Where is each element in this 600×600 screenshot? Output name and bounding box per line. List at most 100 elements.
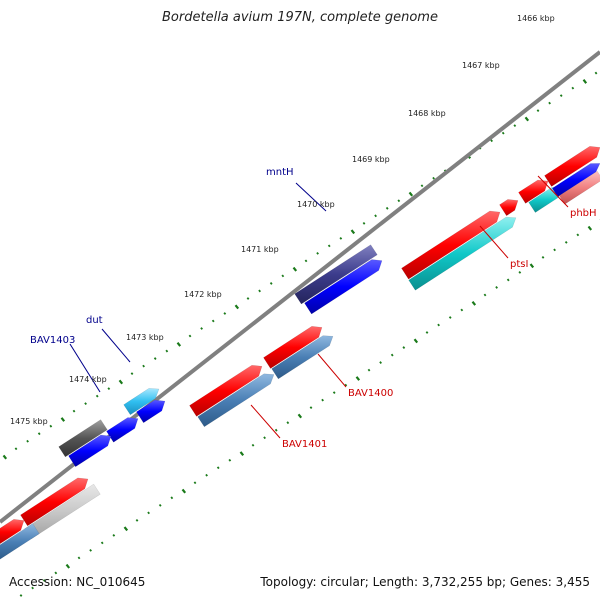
scale-label: 1471 kbp [241,245,279,254]
scale-tick [170,496,174,500]
scale-tick [564,240,568,244]
leader-line-phbH [537,175,569,208]
scale-label: 1474 kbp [69,375,107,384]
scale-tick [413,338,419,344]
scale-tick [258,289,261,293]
scale-label: 1472 kbp [184,290,222,299]
scale-tick [251,443,255,447]
gene-label-dut[interactable]: dut [86,315,103,326]
scale-tick [60,417,66,422]
scale-tick [367,368,371,372]
feature-BAV1403-gene[interactable] [58,419,108,458]
scale-tick [437,323,440,327]
scale-tick [176,342,182,347]
scale-tick [19,594,23,597]
scale-tick [181,488,187,494]
gene-label-BAV1401[interactable]: BAV1401 [282,439,327,450]
scale-tick [246,297,250,300]
feature-cds[interactable] [0,519,25,545]
leader-line-BAV1403 [69,343,101,393]
scale-label: 1467 kbp [462,61,500,70]
scale-label: 1468 kbp [408,109,446,118]
leader-line-BAV1401 [250,404,281,439]
scale-tick [2,454,8,460]
feature-dut-cds[interactable] [136,399,166,424]
scale-label: 1470 kbp [297,200,335,209]
feature-BAV1400-gene[interactable] [271,335,334,380]
scale-tick [165,349,169,353]
feature-BAV1400-cds[interactable] [263,326,323,369]
scale-tick [339,236,343,240]
scale-tick [594,71,598,75]
scale-tick [397,199,401,203]
scale-tick [153,357,157,360]
feature-ptsI-gene[interactable] [408,216,517,291]
feature-cds[interactable] [544,146,600,187]
scale-tick [529,263,535,269]
scale-tick [193,481,197,485]
scale-tick [135,518,139,522]
scale-tick [362,221,366,225]
scale-tick [379,361,382,364]
scale-tick [460,308,464,312]
scale-tick [72,409,76,413]
scale-ticks-outer [2,71,598,460]
scale-tick [147,511,150,515]
scale-label: 1475 kbp [10,417,48,426]
scale-tick [89,549,92,552]
scale-tick [234,304,240,310]
feature-cds[interactable] [20,477,89,527]
scale-tick [37,432,41,436]
gene-label-ptsI[interactable]: ptsI [510,259,528,270]
scale-label: 1466 kbp [517,14,555,23]
leader-line-ptsI [479,225,509,259]
feature-dut-gene[interactable] [123,388,160,416]
scale-tick [49,424,53,428]
scale-tick [304,259,308,263]
scale-tick [344,383,348,387]
scale-tick [483,293,487,297]
scale-tick [385,206,389,210]
feature-ptsI-cds[interactable] [401,210,501,280]
scale-tick [506,278,510,282]
feature-mntH-gene[interactable] [294,244,378,305]
scale-tick [321,398,324,402]
gene-label-phbH[interactable]: phbH [570,208,597,219]
feature-gene[interactable] [0,523,40,561]
feature-cds[interactable] [518,179,549,204]
scale-tick [553,248,556,252]
scale-tick [524,116,530,122]
scale-tick [107,387,111,391]
scale-tick [332,391,336,395]
leader-line-dut [101,328,131,363]
scale-tick [292,266,298,272]
scale-tick [263,436,266,440]
scale-tick [448,316,452,319]
feature-BAV1401-cds[interactable] [189,364,263,417]
scale-tick [216,466,220,470]
scale-tick [548,101,551,105]
scale-tick [536,109,540,113]
scale-tick [239,451,245,456]
scale-tick [31,586,34,590]
feature-BAV1403-cds[interactable] [68,434,112,468]
topology-label: Topology: circular; Length: 3,732,255 bp… [260,575,590,589]
scale-tick [205,473,208,477]
scale-tick [26,439,29,443]
scale-tick [471,300,477,306]
feature-phbH-cds[interactable] [499,199,519,217]
scale-tick [142,364,145,368]
feature-BAV1401-gene[interactable] [197,373,275,428]
scale-tick [374,214,377,218]
feature-cds[interactable] [106,417,139,443]
scale-tick [77,556,81,560]
scale-tick [123,526,129,532]
feature-mntH-cds[interactable] [304,259,383,315]
gene-label-BAV1400[interactable]: BAV1400 [348,388,393,399]
scale-tick [501,131,505,135]
gene-label-mntH[interactable]: mntH [266,167,294,178]
scale-tick [495,286,498,289]
scale-tick [84,402,87,406]
gene-label-BAV1403[interactable]: BAV1403 [30,335,75,346]
scale-tick [274,428,278,432]
